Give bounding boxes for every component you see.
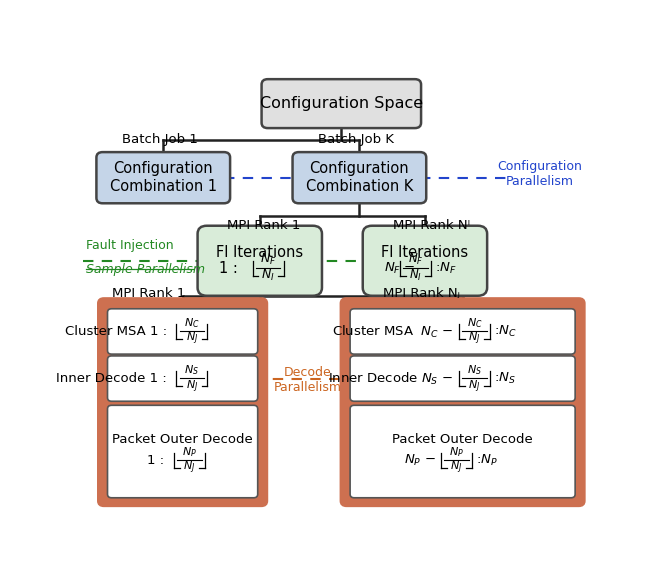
Text: MPI Rank Nᴵ: MPI Rank Nᴵ [393, 219, 470, 233]
Text: $N_F$: $N_F$ [408, 252, 424, 268]
Text: $N_{J}$: $N_{J}$ [186, 331, 198, 347]
FancyBboxPatch shape [107, 405, 258, 498]
FancyBboxPatch shape [97, 152, 230, 203]
Text: $N_{J}$: $N_{J}$ [183, 460, 196, 476]
Text: MPI Rank 1: MPI Rank 1 [112, 287, 185, 300]
Text: $N_F$ −: $N_F$ − [384, 261, 416, 276]
Text: $N_P$ −: $N_P$ − [404, 453, 437, 468]
FancyBboxPatch shape [341, 299, 584, 505]
Text: Cluster MSA 1 :: Cluster MSA 1 : [65, 325, 167, 338]
Text: :$N_P$: :$N_P$ [476, 453, 498, 468]
FancyBboxPatch shape [99, 299, 266, 505]
Text: Fault Injection: Fault Injection [86, 239, 173, 252]
Text: Batch Job K: Batch Job K [318, 134, 394, 146]
FancyBboxPatch shape [107, 356, 258, 401]
Text: Inner Decode $N_S$ −: Inner Decode $N_S$ − [328, 371, 455, 387]
Text: Decode
Parallelism: Decode Parallelism [274, 366, 342, 394]
Text: Configuration
Combination K: Configuration Combination K [306, 161, 413, 194]
Text: :$N_C$: :$N_C$ [494, 324, 516, 339]
Text: 1 :: 1 : [147, 454, 165, 467]
Text: :$N_F$: :$N_F$ [436, 261, 457, 276]
Text: Configuration
Parallelism: Configuration Parallelism [498, 160, 583, 188]
Text: FI Iterations: FI Iterations [216, 245, 303, 260]
Text: $N_{S}$: $N_{S}$ [184, 363, 199, 377]
Text: 1 :: 1 : [219, 261, 238, 276]
Text: Packet Outer Decode: Packet Outer Decode [113, 433, 253, 446]
Text: $N_{S}$: $N_{S}$ [467, 363, 482, 377]
Text: Configuration Space: Configuration Space [260, 96, 423, 111]
Text: FI Iterations: FI Iterations [382, 245, 468, 260]
Text: Inner Decode 1 :: Inner Decode 1 : [57, 372, 167, 385]
Text: $N_I$: $N_I$ [261, 268, 275, 283]
Text: :$N_S$: :$N_S$ [494, 371, 515, 386]
Text: MPI Rank 1: MPI Rank 1 [226, 219, 300, 233]
Text: Batch Job 1: Batch Job 1 [122, 134, 198, 146]
Text: Packet Outer Decode: Packet Outer Decode [392, 433, 533, 446]
Text: $N_{J}$: $N_{J}$ [468, 331, 481, 347]
Text: Sample Parallelism: Sample Parallelism [86, 263, 205, 276]
Text: $N_{C}$: $N_{C}$ [467, 317, 482, 330]
Text: $N_{J}$: $N_{J}$ [468, 378, 481, 395]
FancyBboxPatch shape [350, 309, 575, 354]
Text: $N_I$: $N_I$ [409, 268, 422, 283]
FancyBboxPatch shape [292, 152, 426, 203]
Text: Configuration
Combination 1: Configuration Combination 1 [110, 161, 217, 194]
FancyBboxPatch shape [350, 405, 575, 498]
FancyBboxPatch shape [363, 226, 487, 296]
Text: $N_{C}$: $N_{C}$ [184, 317, 200, 330]
Text: $N_{J}$: $N_{J}$ [186, 378, 198, 395]
FancyBboxPatch shape [107, 309, 258, 354]
Text: Cluster MSA  $N_C$ −: Cluster MSA $N_C$ − [332, 324, 455, 339]
FancyBboxPatch shape [350, 356, 575, 401]
Text: $N_{P}$: $N_{P}$ [182, 445, 197, 459]
Text: MPI Rank Nⱼ: MPI Rank Nⱼ [382, 287, 460, 300]
Text: $N_{J}$: $N_{J}$ [450, 460, 463, 476]
FancyBboxPatch shape [198, 226, 322, 296]
Text: $N_F$: $N_F$ [260, 252, 276, 268]
Text: $N_{P}$: $N_{P}$ [449, 445, 464, 459]
FancyBboxPatch shape [262, 79, 421, 128]
